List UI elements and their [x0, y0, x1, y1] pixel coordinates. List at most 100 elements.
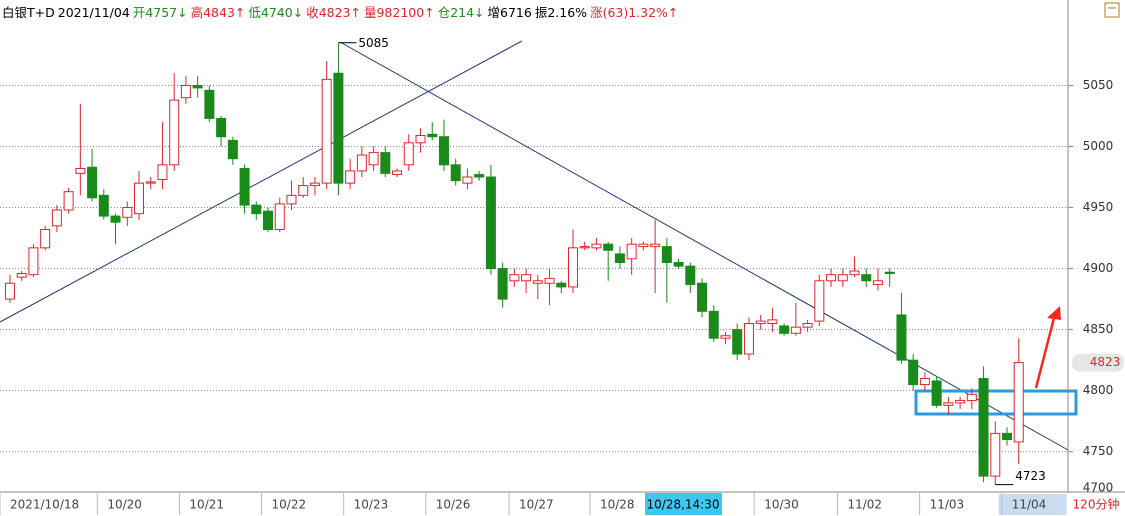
candle-body — [579, 246, 590, 249]
x-tick-label: 2021/10/18 — [10, 498, 79, 512]
y-tick-label: 4900 — [1083, 261, 1114, 275]
candle-body — [661, 246, 672, 263]
arrow-head — [1047, 306, 1061, 320]
last-price: 4823 — [1090, 355, 1121, 369]
candle-body — [1002, 432, 1013, 441]
candle-body — [743, 323, 754, 355]
last-price-bg — [1072, 353, 1124, 372]
quote-field: 开4757↓ — [132, 5, 188, 20]
candle-body — [919, 377, 930, 386]
candle-body — [462, 176, 473, 184]
x-tick-label: 11/03 — [930, 498, 965, 512]
candle-body — [286, 194, 297, 205]
candle-body — [814, 280, 825, 322]
candle-body — [697, 282, 708, 312]
arrow-shaft — [1034, 317, 1056, 389]
candle-body — [861, 274, 872, 282]
highlight-box — [914, 389, 1078, 416]
min-label: 4723 — [1015, 469, 1046, 483]
candle-body — [872, 280, 883, 285]
candle-body — [133, 182, 144, 215]
candle-body — [356, 154, 367, 172]
candle-body — [239, 167, 250, 206]
candle-body — [767, 319, 778, 325]
y-tick-label: 4850 — [1083, 322, 1114, 336]
candle-body — [251, 204, 262, 215]
candle-body — [28, 247, 39, 276]
candle-body — [63, 191, 74, 211]
y-axis-bottom-label: 4700 — [1083, 481, 1114, 495]
candle-body — [450, 164, 461, 182]
candle-body — [192, 84, 203, 89]
quote-field: 仓214↓ — [437, 5, 485, 20]
candle-body — [298, 185, 309, 196]
quote-field: 涨(63)1.32%↑ — [590, 5, 679, 20]
candle-body — [438, 136, 449, 166]
candle-body — [591, 243, 602, 249]
x-tick-label: 10/21 — [189, 498, 224, 512]
candle-body — [87, 166, 98, 199]
candle-body — [556, 282, 567, 288]
candle-body — [474, 174, 485, 178]
candle-body — [227, 139, 238, 160]
x-tick-label: 11/02 — [847, 498, 882, 512]
menu-icon[interactable] — [1104, 2, 1120, 18]
candle-body — [896, 314, 907, 361]
candle-body — [204, 89, 215, 119]
quote-field: 低4740↓ — [248, 5, 304, 20]
candle-body — [497, 268, 508, 300]
quote-field: 白银T+D — [2, 5, 55, 20]
candle-body — [122, 207, 133, 218]
x-tick-label: 10/28 — [600, 498, 635, 512]
candle-body — [51, 209, 62, 227]
candle-body — [638, 243, 649, 248]
candle-body — [708, 310, 719, 339]
candle-body — [392, 170, 403, 176]
x-tick-label: 10/26 — [436, 498, 471, 512]
candle-body — [908, 359, 919, 386]
candle-body — [345, 170, 356, 184]
candle-body — [732, 329, 743, 355]
candle-body — [603, 243, 614, 251]
y-tick-label: 4750 — [1083, 444, 1114, 458]
candle-body — [626, 243, 637, 260]
y-tick-label: 4800 — [1083, 383, 1114, 397]
quote-field: 量982100↑ — [363, 5, 435, 20]
x-tick-label: 10/30 — [764, 498, 799, 512]
candle-body — [403, 142, 414, 166]
candle-body — [568, 247, 579, 288]
candle-body — [790, 326, 801, 334]
candle-body — [802, 323, 813, 328]
candle-body — [532, 280, 543, 284]
candle-body — [955, 399, 966, 404]
quote-field: 增6716 — [487, 5, 532, 20]
x-tick-label: 10/27 — [519, 498, 554, 512]
candle-body — [931, 380, 942, 406]
candle-body — [145, 181, 156, 184]
candle-body — [333, 72, 344, 184]
candle-body — [990, 432, 1001, 477]
candle-body — [368, 152, 379, 166]
candle-body — [4, 282, 15, 300]
candle-body — [521, 274, 532, 282]
candle-body — [650, 243, 661, 248]
candle-body — [943, 402, 954, 406]
candle-body — [274, 203, 285, 231]
x-tick-label: 11/04 — [1012, 498, 1047, 512]
quote-field: 2021/11/04 — [57, 5, 130, 20]
candle-body — [755, 320, 766, 325]
x-tick-label: 10/22 — [272, 498, 307, 512]
quote-header: 白银T+D 2021/11/04 开4757↓ 高4843↑ 低4740↓ 收4823↑ 量… — [2, 2, 681, 21]
period-label: 120分钟 — [1073, 497, 1120, 512]
candle-body — [427, 133, 438, 138]
x-tick-label: 10/20 — [107, 498, 142, 512]
candle-body — [110, 215, 121, 223]
candle-body — [837, 274, 848, 282]
x-label-highlight — [998, 494, 1067, 515]
candle-body — [544, 277, 555, 284]
y-tick-label: 5000 — [1083, 139, 1114, 153]
candle-body — [180, 84, 191, 99]
cursor-label-bg — [645, 493, 722, 515]
